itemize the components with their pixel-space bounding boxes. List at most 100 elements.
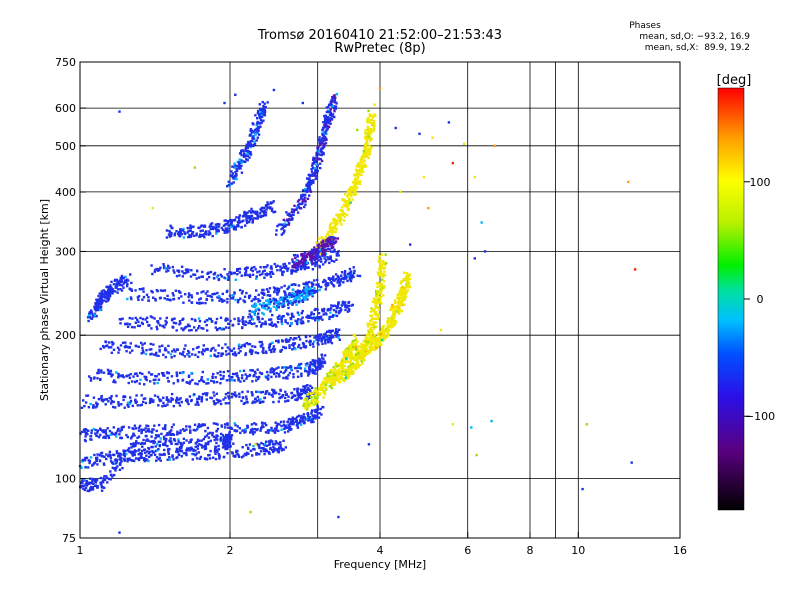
trace-point [212, 273, 216, 276]
trace-point [382, 260, 385, 263]
trace-point [322, 153, 325, 156]
trace-point [350, 367, 353, 370]
trace-point [251, 135, 254, 138]
trace-point [97, 371, 100, 375]
trace-point [373, 123, 376, 126]
trace-point [95, 401, 98, 404]
trace-point [186, 226, 189, 230]
trace-point [166, 448, 170, 451]
trace-point [293, 297, 297, 301]
trace-point [266, 370, 269, 374]
trace-point [119, 455, 122, 459]
trace-point [308, 363, 312, 367]
trace-point [144, 427, 147, 430]
trace-point [247, 140, 250, 144]
trace-point [212, 422, 216, 425]
trace-point [353, 366, 356, 369]
trace-point [250, 352, 253, 356]
trace-point [247, 342, 250, 346]
trace-point [348, 276, 352, 280]
trace-point [276, 224, 279, 228]
trace-point [102, 477, 105, 480]
trace-point [309, 313, 313, 316]
trace-point [282, 439, 285, 442]
trace-point [261, 350, 264, 353]
trace-point [350, 195, 353, 198]
trace-point [329, 335, 332, 338]
trace-point [250, 207, 253, 211]
trace-point [278, 396, 281, 400]
trace-point [247, 452, 250, 455]
trace-point [319, 158, 322, 161]
trace-point [397, 301, 400, 304]
trace-point [269, 371, 272, 374]
trace-point [182, 371, 185, 374]
trace-point [373, 345, 376, 348]
trace-point [250, 315, 253, 318]
trace-point [213, 271, 217, 275]
trace-point [126, 322, 129, 325]
trace-point [264, 440, 268, 443]
trace-point [182, 272, 186, 275]
trace-point [176, 442, 179, 446]
trace-point [206, 457, 209, 461]
trace-point [308, 335, 312, 338]
trace-point [318, 288, 321, 292]
trace-point [179, 429, 182, 432]
trace-point [200, 224, 203, 227]
trace-point [271, 429, 274, 432]
trace-point [131, 349, 134, 352]
trace-point [251, 454, 254, 457]
trace-point [198, 320, 202, 323]
trace-point [101, 429, 104, 433]
trace-point [194, 445, 197, 449]
trace-point [303, 262, 307, 266]
trace-point [336, 276, 339, 279]
trace-point [334, 362, 338, 365]
trace-point [281, 296, 284, 299]
trace-point [375, 346, 378, 349]
trace-point [140, 456, 143, 459]
trace-point [280, 318, 283, 321]
trace-point [236, 301, 240, 304]
trace-point [248, 443, 252, 446]
trace-point [350, 354, 353, 357]
trace-point [159, 296, 162, 299]
trace-point [290, 322, 293, 325]
trace-point [141, 298, 144, 301]
trace-point [257, 307, 260, 310]
trace-point [222, 439, 225, 442]
trace-point [134, 450, 137, 453]
trace-point [288, 295, 291, 299]
trace-point [288, 324, 292, 327]
trace-point [256, 117, 259, 120]
trace-point [312, 364, 315, 367]
trace-point [280, 348, 283, 352]
trace-point [207, 271, 210, 274]
trace-point [363, 159, 366, 163]
trace-point [238, 392, 241, 395]
trace-point [268, 344, 271, 347]
trace-point [277, 287, 281, 291]
trace-point [255, 375, 258, 379]
trace-point [85, 428, 88, 432]
trace-point [335, 307, 338, 310]
trace-point [134, 398, 137, 401]
trace-point [224, 222, 228, 226]
trace-point [366, 127, 370, 130]
trace-point [284, 368, 288, 372]
trace-point [171, 454, 174, 457]
trace-point [188, 351, 191, 354]
trace-point [291, 419, 294, 423]
trace-point [116, 465, 119, 468]
trace-point [250, 214, 253, 218]
trace-point [311, 263, 314, 266]
trace-point [112, 405, 115, 409]
trace-point [182, 328, 185, 332]
trace-point [311, 363, 314, 366]
trace-point [239, 350, 242, 353]
trace-point [244, 215, 248, 218]
trace-point [357, 170, 361, 173]
trace-point [304, 398, 308, 402]
trace-point [310, 386, 314, 389]
